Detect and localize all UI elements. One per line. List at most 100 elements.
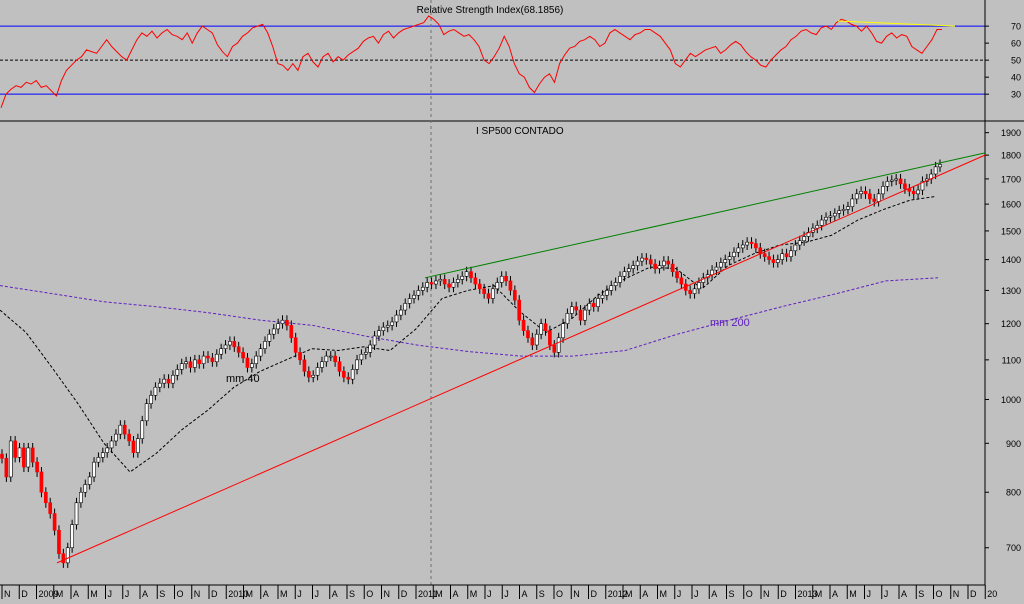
candle [552,340,557,358]
candle-body [131,440,136,453]
candle [118,420,123,440]
price-tick-label: 1900 [1001,128,1021,138]
x-axis-band [0,585,985,599]
candle-body [22,447,26,468]
candle-body [245,357,250,368]
candle-body [569,306,574,314]
candle-body [561,323,565,339]
candle [30,442,35,468]
ma200-line [0,277,939,357]
candle-body [381,326,386,331]
candle [447,279,451,293]
candle [342,366,346,383]
x-tick-label: O [177,589,184,599]
candle [280,315,285,329]
candle [210,353,215,367]
candle-body [267,333,272,342]
candle [122,420,127,440]
candle-body [789,250,793,257]
x-tick-label: J [487,589,492,599]
candle-body [885,181,890,187]
candle-body [228,341,232,346]
candle [359,349,364,365]
candle-body [640,257,644,262]
candle [127,429,131,446]
candle [692,283,697,299]
rsi-title: Relative Strength Index(68.1856) [417,5,564,16]
x-tick-label: D [211,589,218,599]
candle [346,372,351,385]
rsi-tick-label: 50 [1011,56,1021,66]
candle-body [933,166,938,175]
x-tick-label: M [90,589,98,599]
candle [0,449,4,464]
candle [52,508,57,536]
candle [920,176,925,196]
candle [197,354,202,369]
candle [337,356,342,377]
candle-body [530,337,535,346]
candle [653,259,657,274]
candle-body [87,476,92,485]
candle-body [657,265,662,269]
candle [819,215,824,231]
candle-body [732,251,736,257]
rsi-tick-label: 70 [1011,22,1021,32]
candle-body [298,352,302,361]
candle [302,354,307,377]
x-tick-label: M [815,589,823,599]
candle [780,248,785,265]
candle-body [600,294,605,299]
candle [377,325,381,342]
candle [543,318,548,336]
candle [657,260,662,274]
candle-body [127,433,131,442]
candle [569,301,574,319]
candle-body [911,191,916,195]
candle-body [434,280,438,285]
x-tick-label: A [332,589,338,599]
candle [697,277,701,294]
x-tick-label: M [660,589,668,599]
x-tick-label: N [194,589,201,599]
x-tick-label: M [435,589,443,599]
price-tick-label: 1800 [1001,151,1021,161]
candle-body [815,225,820,229]
candle [271,323,276,340]
candle-body [868,193,872,200]
ma200-label: mm 200 [710,317,750,329]
x-tick-label: N [953,589,960,599]
candle [368,340,373,358]
candle [583,305,587,326]
x-tick-label: J [125,589,130,599]
candle-body [802,236,806,242]
candle [214,349,219,367]
candle [43,487,48,508]
candle [48,497,53,519]
candle [622,266,627,282]
candle-body [171,374,175,384]
candle [666,256,671,270]
candle-body [517,299,522,321]
candle-body [697,282,701,290]
candle [65,542,70,568]
candle-body [775,259,780,263]
candle [464,266,469,282]
x-tick-label: A [263,589,269,599]
candle-body [521,319,526,331]
candle-body [631,265,636,269]
candle-body [863,191,868,195]
candle [61,548,66,568]
x-tick-label: 2013 [798,589,818,599]
candle-body [552,344,557,353]
candle [662,256,666,271]
x-tick-label: M [246,589,254,599]
candle-body [889,179,894,182]
candle [473,272,478,290]
candle-body [456,279,460,283]
candle [250,358,254,373]
price-tick-label: 1000 [1001,395,1021,405]
candle [837,205,842,219]
candle [841,204,846,216]
